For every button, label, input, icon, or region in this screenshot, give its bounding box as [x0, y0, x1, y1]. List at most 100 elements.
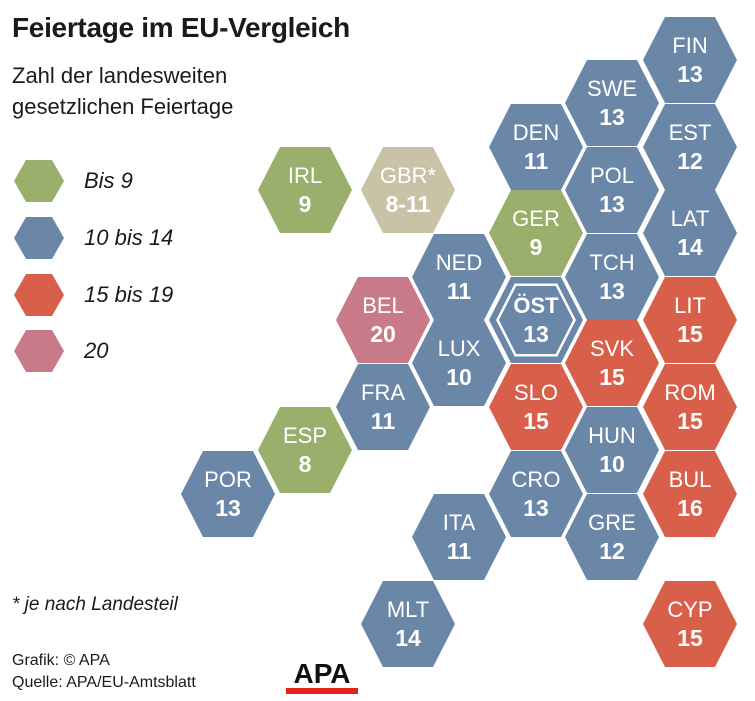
hex-country-code: BEL [362, 293, 404, 318]
hex-shape [565, 407, 659, 493]
hex-highlight-ring [496, 283, 576, 357]
hex-öst: ÖST 13 [489, 277, 583, 363]
hex-country-code: HUN [588, 423, 636, 448]
hex-holiday-count: 10 [446, 364, 472, 390]
hex-rom: ROM 15 [643, 364, 737, 450]
legend-swatch [14, 330, 64, 372]
hex-holiday-count: 14 [395, 625, 421, 651]
legend-item-20: 20 [14, 330, 234, 372]
hex-swe: SWE 13 [565, 60, 659, 146]
hex-shape [336, 364, 430, 450]
legend-item-bis-9: Bis 9 [14, 160, 234, 202]
hex-country-code: CYP [667, 597, 712, 622]
hex-holiday-count: 14 [677, 234, 703, 260]
hex-holiday-count: 8-11 [386, 191, 431, 217]
hex-holiday-count: 11 [447, 538, 472, 564]
hex-fin: FIN 13 [643, 17, 737, 103]
hex-country-code: CRO [512, 467, 561, 492]
hex-slo: SLO 15 [489, 364, 583, 450]
hex-holiday-count: 9 [530, 234, 543, 260]
legend-swatch [14, 217, 64, 259]
hex-country-code: GRE [588, 510, 636, 535]
hex-holiday-count: 20 [370, 321, 396, 347]
hex-pol: POL 13 [565, 147, 659, 233]
legend-label: 15 bis 19 [84, 282, 174, 307]
hex-shape [643, 581, 737, 667]
hex-ger: GER 9 [489, 190, 583, 276]
hex-svk: SVK 15 [565, 320, 659, 406]
hex-country-code: DEN [513, 120, 559, 145]
logo-bar [286, 688, 358, 694]
hex-fra: FRA 11 [336, 364, 430, 450]
hex-holiday-count: 11 [447, 278, 472, 304]
hex-esp: ESP 8 [258, 407, 352, 493]
hex-shape [565, 60, 659, 146]
hex-country-code: SVK [590, 336, 634, 361]
hex-shape [258, 407, 352, 493]
hex-shape [412, 494, 506, 580]
hex-holiday-count: 16 [677, 495, 703, 521]
logo-text: APA [293, 658, 350, 689]
hex-shape [181, 451, 275, 537]
hex-country-code: FRA [361, 380, 405, 405]
hex-holiday-count: 13 [523, 321, 549, 347]
legend-swatch [14, 160, 64, 202]
apa-logo: APA [286, 658, 358, 694]
hex-shape [489, 364, 583, 450]
hex-holiday-count: 13 [523, 495, 549, 521]
hex-ned: NED 11 [412, 234, 506, 320]
hex-country-code: GER [512, 206, 560, 231]
hex-shape [361, 581, 455, 667]
hex-gbr: GBR* 8-11 [361, 147, 455, 233]
hex-holiday-count: 8 [299, 451, 312, 477]
hex-gre: GRE 12 [565, 494, 659, 580]
hex-shape [336, 277, 430, 363]
hex-country-code: GBR* [380, 163, 437, 188]
hex-holiday-count: 12 [677, 148, 703, 174]
hex-mlt: MLT 14 [361, 581, 455, 667]
hex-country-code: LUX [438, 336, 481, 361]
hex-holiday-count: 10 [599, 451, 625, 477]
hex-holiday-count: 11 [371, 408, 396, 434]
hex-country-code: LAT [671, 206, 710, 231]
hex-country-code: ROM [664, 380, 715, 405]
hex-shape [643, 364, 737, 450]
hex-est: EST 12 [643, 104, 737, 190]
hex-country-code: ITA [443, 510, 476, 535]
page-title: Feiertage im EU-Vergleich [12, 12, 350, 43]
legend-swatch [14, 274, 64, 316]
hex-lux: LUX 10 [412, 320, 506, 406]
credit-graphic: Grafik: © APA [12, 652, 110, 669]
legend-label: Bis 9 [84, 168, 133, 193]
hex-country-code: ESP [283, 423, 327, 448]
hex-shape [565, 320, 659, 406]
hex-shape [643, 17, 737, 103]
hex-shape [412, 320, 506, 406]
hex-cyp: CYP 15 [643, 581, 737, 667]
footnote: * je nach Landesteil [12, 594, 178, 615]
hex-shape [565, 234, 659, 320]
hex-country-code: MLT [387, 597, 429, 622]
hex-holiday-count: 15 [677, 625, 703, 651]
hex-holiday-count: 9 [299, 191, 312, 217]
hex-country-code: SLO [514, 380, 558, 405]
legend-label: 20 [84, 338, 109, 363]
hex-shape [643, 190, 737, 276]
credit-source: Quelle: APA/EU-Amtsblatt [12, 674, 196, 691]
hex-shape [643, 451, 737, 537]
legend-item-10-bis-14: 10 bis 14 [14, 217, 234, 259]
hex-holiday-count: 13 [677, 61, 703, 87]
hex-country-code: NED [436, 250, 482, 275]
hex-lat: LAT 14 [643, 190, 737, 276]
hex-lit: LIT 15 [643, 277, 737, 363]
hex-hun: HUN 10 [565, 407, 659, 493]
hex-den: DEN 11 [489, 104, 583, 190]
hex-country-code: POL [590, 163, 634, 188]
hex-shape [489, 451, 583, 537]
hex-shape [565, 147, 659, 233]
hex-shape [643, 104, 737, 190]
hex-holiday-count: 15 [523, 408, 549, 434]
hex-holiday-count: 15 [677, 408, 703, 434]
hex-country-code: TCH [589, 250, 634, 275]
hex-country-code: LIT [674, 293, 706, 318]
